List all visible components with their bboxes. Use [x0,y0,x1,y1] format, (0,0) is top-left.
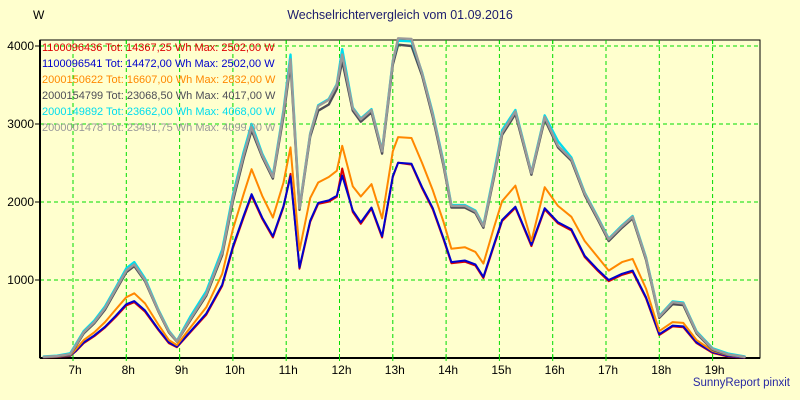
footer-credit: SunnyReport pinxit [692,377,790,389]
chart-title: Wechselrichtervergleich vom 01.09.2016 [287,8,513,22]
y-tick-label: 2000 [7,195,34,209]
x-tick-label: 13h [384,363,405,377]
series-2000150622-line [42,136,746,359]
x-tick-label: 11h [278,363,298,377]
legend-item-1100096436: 1100096436 Tot: 14367,25 Wh Max: 2502,00… [42,42,275,54]
y-axis-unit-label: W [33,8,45,22]
series-2000001478-line [42,37,746,358]
legend-item-2000154799: 2000154799 Tot: 23068,50 Wh Max: 4017,00… [42,90,276,102]
x-tick-label: 8h [121,363,135,377]
legend: 1100096436 Tot: 14367,25 Wh Max: 2502,00… [42,40,275,136]
x-tick-label: 17h [597,363,619,377]
x-tick-label: 16h [544,363,565,377]
x-tick-label: 7h [68,363,82,377]
series-1100096541-line [42,161,746,359]
y-tick-label: 4000 [7,39,34,53]
x-tick-label: 14h [438,363,459,377]
legend-item-1100096541: 1100096541 Tot: 14472,00 Wh Max: 2502,00… [42,58,275,70]
y-tick-label: 3000 [7,117,34,131]
x-tick-label: 9h [174,363,189,377]
x-tick-label: 12h [331,363,352,377]
x-tick-label: 10h [224,363,245,377]
series-1100096436-line [42,161,746,359]
x-tick-label: 18h [651,363,672,377]
legend-item-2000001478: 2000001478 Tot: 23491,75 Wh Max: 4099,00… [42,122,276,134]
y-tick-label: 1000 [7,273,34,287]
x-tick-label: 15h [491,363,512,377]
legend-item-2000150622: 2000150622 Tot: 16607,00 Wh Max: 2832,00… [42,74,276,86]
legend-item-2000149892: 2000149892 Tot: 23662,00 Wh Max: 4068,00… [42,106,276,118]
x-tick-label: 19h [704,363,725,377]
